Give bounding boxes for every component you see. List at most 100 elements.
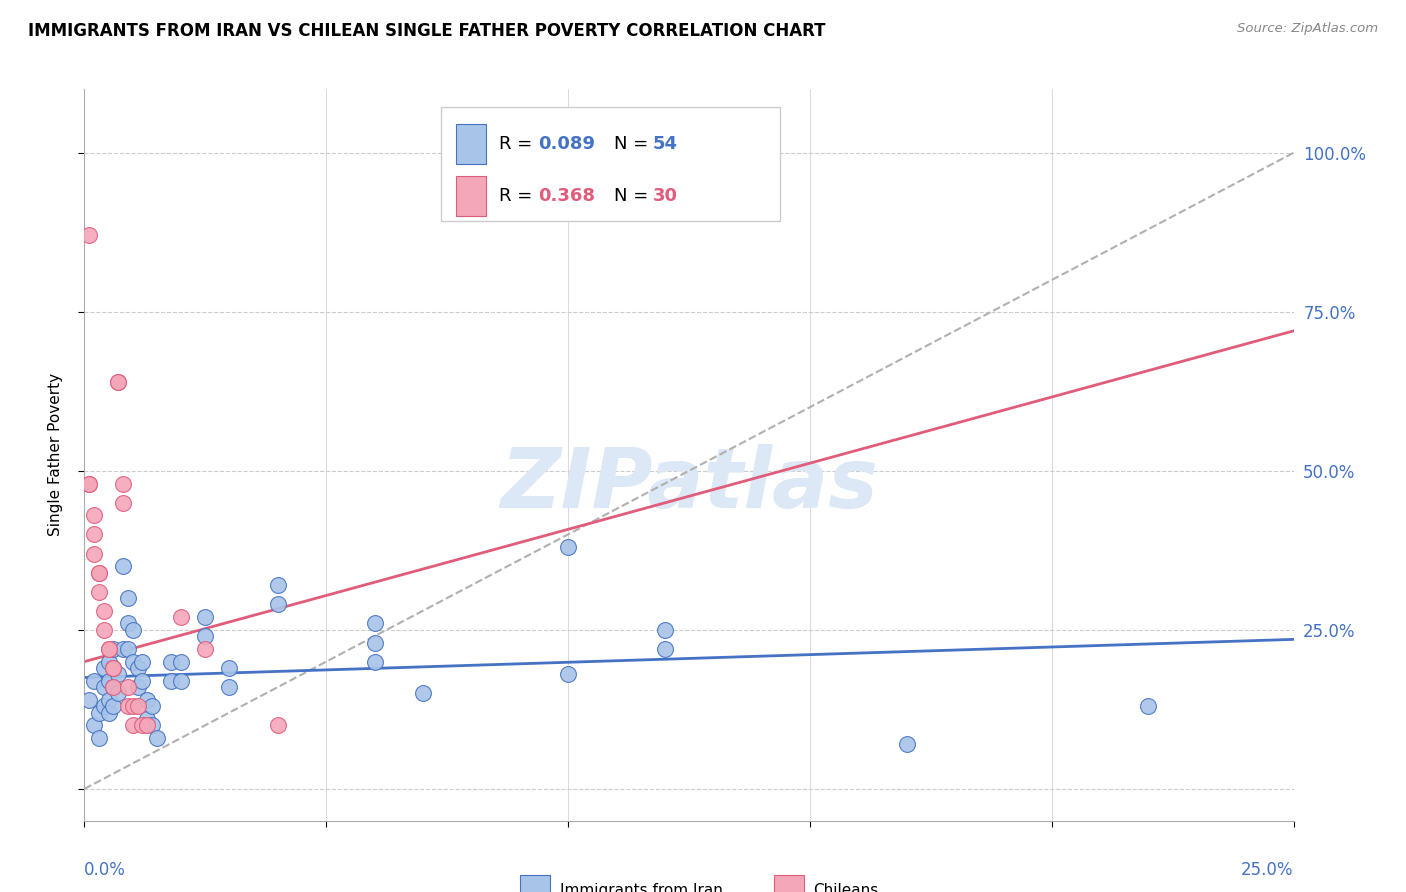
Point	[103, 661, 125, 675]
Point	[136, 718, 159, 732]
Point	[97, 693, 120, 707]
Point	[363, 635, 385, 649]
Point	[107, 667, 129, 681]
Text: ZIPatlas: ZIPatlas	[501, 443, 877, 524]
Y-axis label: Single Father Poverty: Single Father Poverty	[48, 374, 63, 536]
Point	[103, 699, 125, 714]
Point	[77, 228, 100, 243]
Point	[87, 566, 110, 580]
Point	[121, 699, 143, 714]
Point	[131, 718, 153, 732]
Point	[97, 673, 120, 688]
Point	[131, 673, 153, 688]
Text: Immigrants from Iran: Immigrants from Iran	[560, 882, 723, 892]
Point	[267, 578, 290, 592]
Point	[107, 686, 129, 700]
Point	[117, 591, 139, 605]
Point	[136, 712, 159, 726]
Point	[87, 584, 110, 599]
FancyBboxPatch shape	[441, 108, 780, 221]
Text: 25.0%: 25.0%	[1241, 861, 1294, 879]
Point	[93, 623, 115, 637]
FancyBboxPatch shape	[773, 875, 804, 892]
Point	[141, 718, 163, 732]
Point	[77, 476, 100, 491]
Point	[117, 680, 139, 694]
Point	[83, 673, 105, 688]
Point	[267, 718, 290, 732]
Point	[170, 655, 193, 669]
Point	[83, 508, 105, 523]
Text: 30: 30	[652, 187, 678, 205]
Point	[160, 673, 183, 688]
Point	[557, 667, 579, 681]
Text: R =: R =	[499, 135, 538, 153]
Point	[170, 673, 193, 688]
Point	[83, 718, 105, 732]
Point	[127, 680, 149, 694]
Point	[93, 699, 115, 714]
Point	[170, 610, 193, 624]
Point	[97, 706, 120, 720]
Point	[160, 655, 183, 669]
Point	[97, 641, 120, 656]
Text: R =: R =	[499, 187, 538, 205]
Point	[146, 731, 169, 745]
Point	[194, 610, 217, 624]
Point	[127, 661, 149, 675]
Point	[131, 655, 153, 669]
Point	[112, 495, 135, 509]
Point	[194, 629, 217, 643]
Text: N =: N =	[614, 135, 654, 153]
Text: IMMIGRANTS FROM IRAN VS CHILEAN SINGLE FATHER POVERTY CORRELATION CHART: IMMIGRANTS FROM IRAN VS CHILEAN SINGLE F…	[28, 22, 825, 40]
Text: 0.089: 0.089	[538, 135, 595, 153]
Point	[363, 655, 385, 669]
Point	[117, 699, 139, 714]
Text: 0.368: 0.368	[538, 187, 595, 205]
Point	[363, 616, 385, 631]
Text: Chileans: Chileans	[814, 882, 879, 892]
Point	[654, 641, 676, 656]
Point	[83, 547, 105, 561]
Point	[97, 655, 120, 669]
Point	[87, 731, 110, 745]
Point	[87, 706, 110, 720]
Point	[654, 623, 676, 637]
Point	[93, 661, 115, 675]
Point	[103, 641, 125, 656]
Point	[97, 641, 120, 656]
Point	[194, 641, 217, 656]
Point	[121, 623, 143, 637]
FancyBboxPatch shape	[520, 875, 550, 892]
Point	[103, 680, 125, 694]
FancyBboxPatch shape	[456, 124, 486, 164]
Point	[93, 604, 115, 618]
Point	[77, 693, 100, 707]
Point	[112, 476, 135, 491]
Point	[117, 616, 139, 631]
Point	[83, 527, 105, 541]
Point	[218, 661, 240, 675]
Point	[112, 559, 135, 574]
Text: 54: 54	[652, 135, 678, 153]
Point	[77, 476, 100, 491]
Point	[121, 655, 143, 669]
Point	[896, 737, 918, 751]
Point	[218, 680, 240, 694]
FancyBboxPatch shape	[456, 176, 486, 216]
Text: Source: ZipAtlas.com: Source: ZipAtlas.com	[1237, 22, 1378, 36]
Point	[121, 718, 143, 732]
Text: 0.0%: 0.0%	[84, 861, 127, 879]
Point	[267, 598, 290, 612]
Text: N =: N =	[614, 187, 654, 205]
Point	[112, 641, 135, 656]
Point	[103, 661, 125, 675]
Point	[127, 699, 149, 714]
Point	[117, 641, 139, 656]
Point	[1137, 699, 1160, 714]
Point	[103, 680, 125, 694]
Point	[103, 661, 125, 675]
Point	[93, 680, 115, 694]
Point	[141, 699, 163, 714]
Point	[136, 693, 159, 707]
